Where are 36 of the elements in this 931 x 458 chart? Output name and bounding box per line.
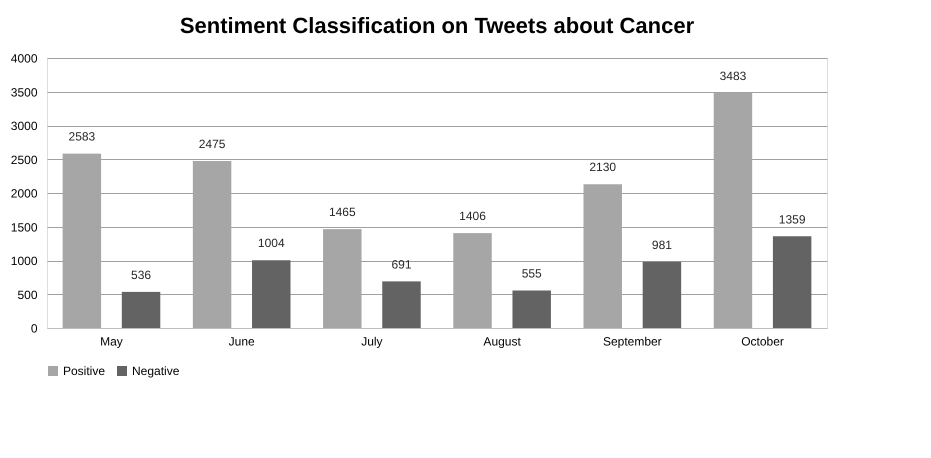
data-label: 1359 — [778, 212, 806, 226]
x-tick-label: May — [100, 334, 123, 348]
data-label: 1465 — [328, 205, 356, 220]
bar — [512, 290, 551, 328]
x-tick-label: October — [741, 334, 784, 348]
data-label: 2475 — [198, 136, 226, 151]
bar — [122, 292, 160, 328]
data-label: 1406 — [459, 209, 486, 224]
x-tick-label: September — [602, 334, 662, 348]
y-tick-label: 500 — [17, 288, 38, 302]
data-label: 981 — [652, 238, 672, 252]
y-tick-label: 2000 — [10, 186, 38, 200]
chart-title: Sentiment Classification on Tweets about Cancer — [180, 13, 695, 38]
legend-label: Negative — [132, 364, 180, 378]
data-label: 1004 — [258, 236, 285, 250]
bar — [382, 281, 421, 328]
data-label: 2583 — [68, 130, 96, 144]
data-label: 691 — [391, 257, 412, 272]
x-tick-label: June — [228, 334, 256, 348]
y-tick-label: 4000 — [10, 52, 38, 66]
y-tick-label: 3000 — [10, 119, 38, 133]
y-tick-label: 1500 — [10, 220, 38, 234]
data-label: 536 — [131, 268, 152, 282]
bar — [772, 236, 812, 328]
bar — [252, 260, 291, 328]
y-tick-label: 2500 — [10, 152, 38, 167]
x-tick-label: August — [483, 334, 522, 348]
data-label: 3483 — [720, 68, 747, 83]
y-tick-label: 1000 — [10, 254, 38, 268]
data-label: 2130 — [589, 160, 616, 174]
y-tick-label: 0 — [30, 322, 38, 336]
legend-label: Positive — [63, 364, 106, 378]
y-tick-label: 3500 — [10, 85, 38, 100]
x-tick-label: July — [361, 334, 383, 348]
bar — [642, 262, 682, 328]
data-label: 555 — [522, 266, 542, 281]
